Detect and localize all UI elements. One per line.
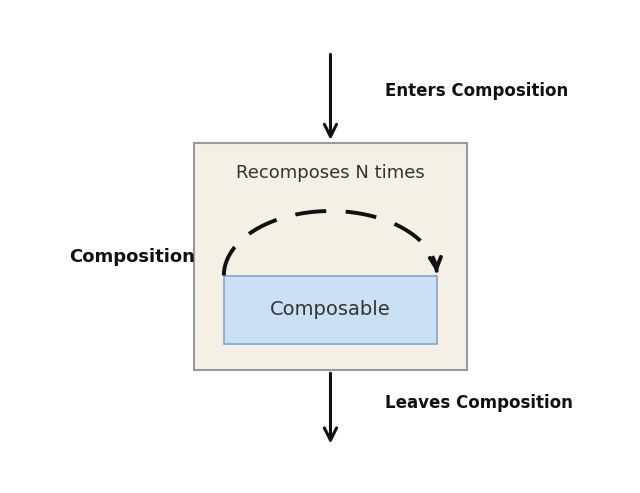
Text: Composition: Composition [69, 247, 195, 266]
Text: Enters Composition: Enters Composition [385, 82, 568, 101]
Text: Leaves Composition: Leaves Composition [385, 394, 573, 412]
Text: Recomposes N times: Recomposes N times [236, 164, 425, 182]
Text: Composable: Composable [270, 300, 391, 319]
FancyBboxPatch shape [194, 142, 467, 370]
FancyBboxPatch shape [224, 276, 437, 344]
